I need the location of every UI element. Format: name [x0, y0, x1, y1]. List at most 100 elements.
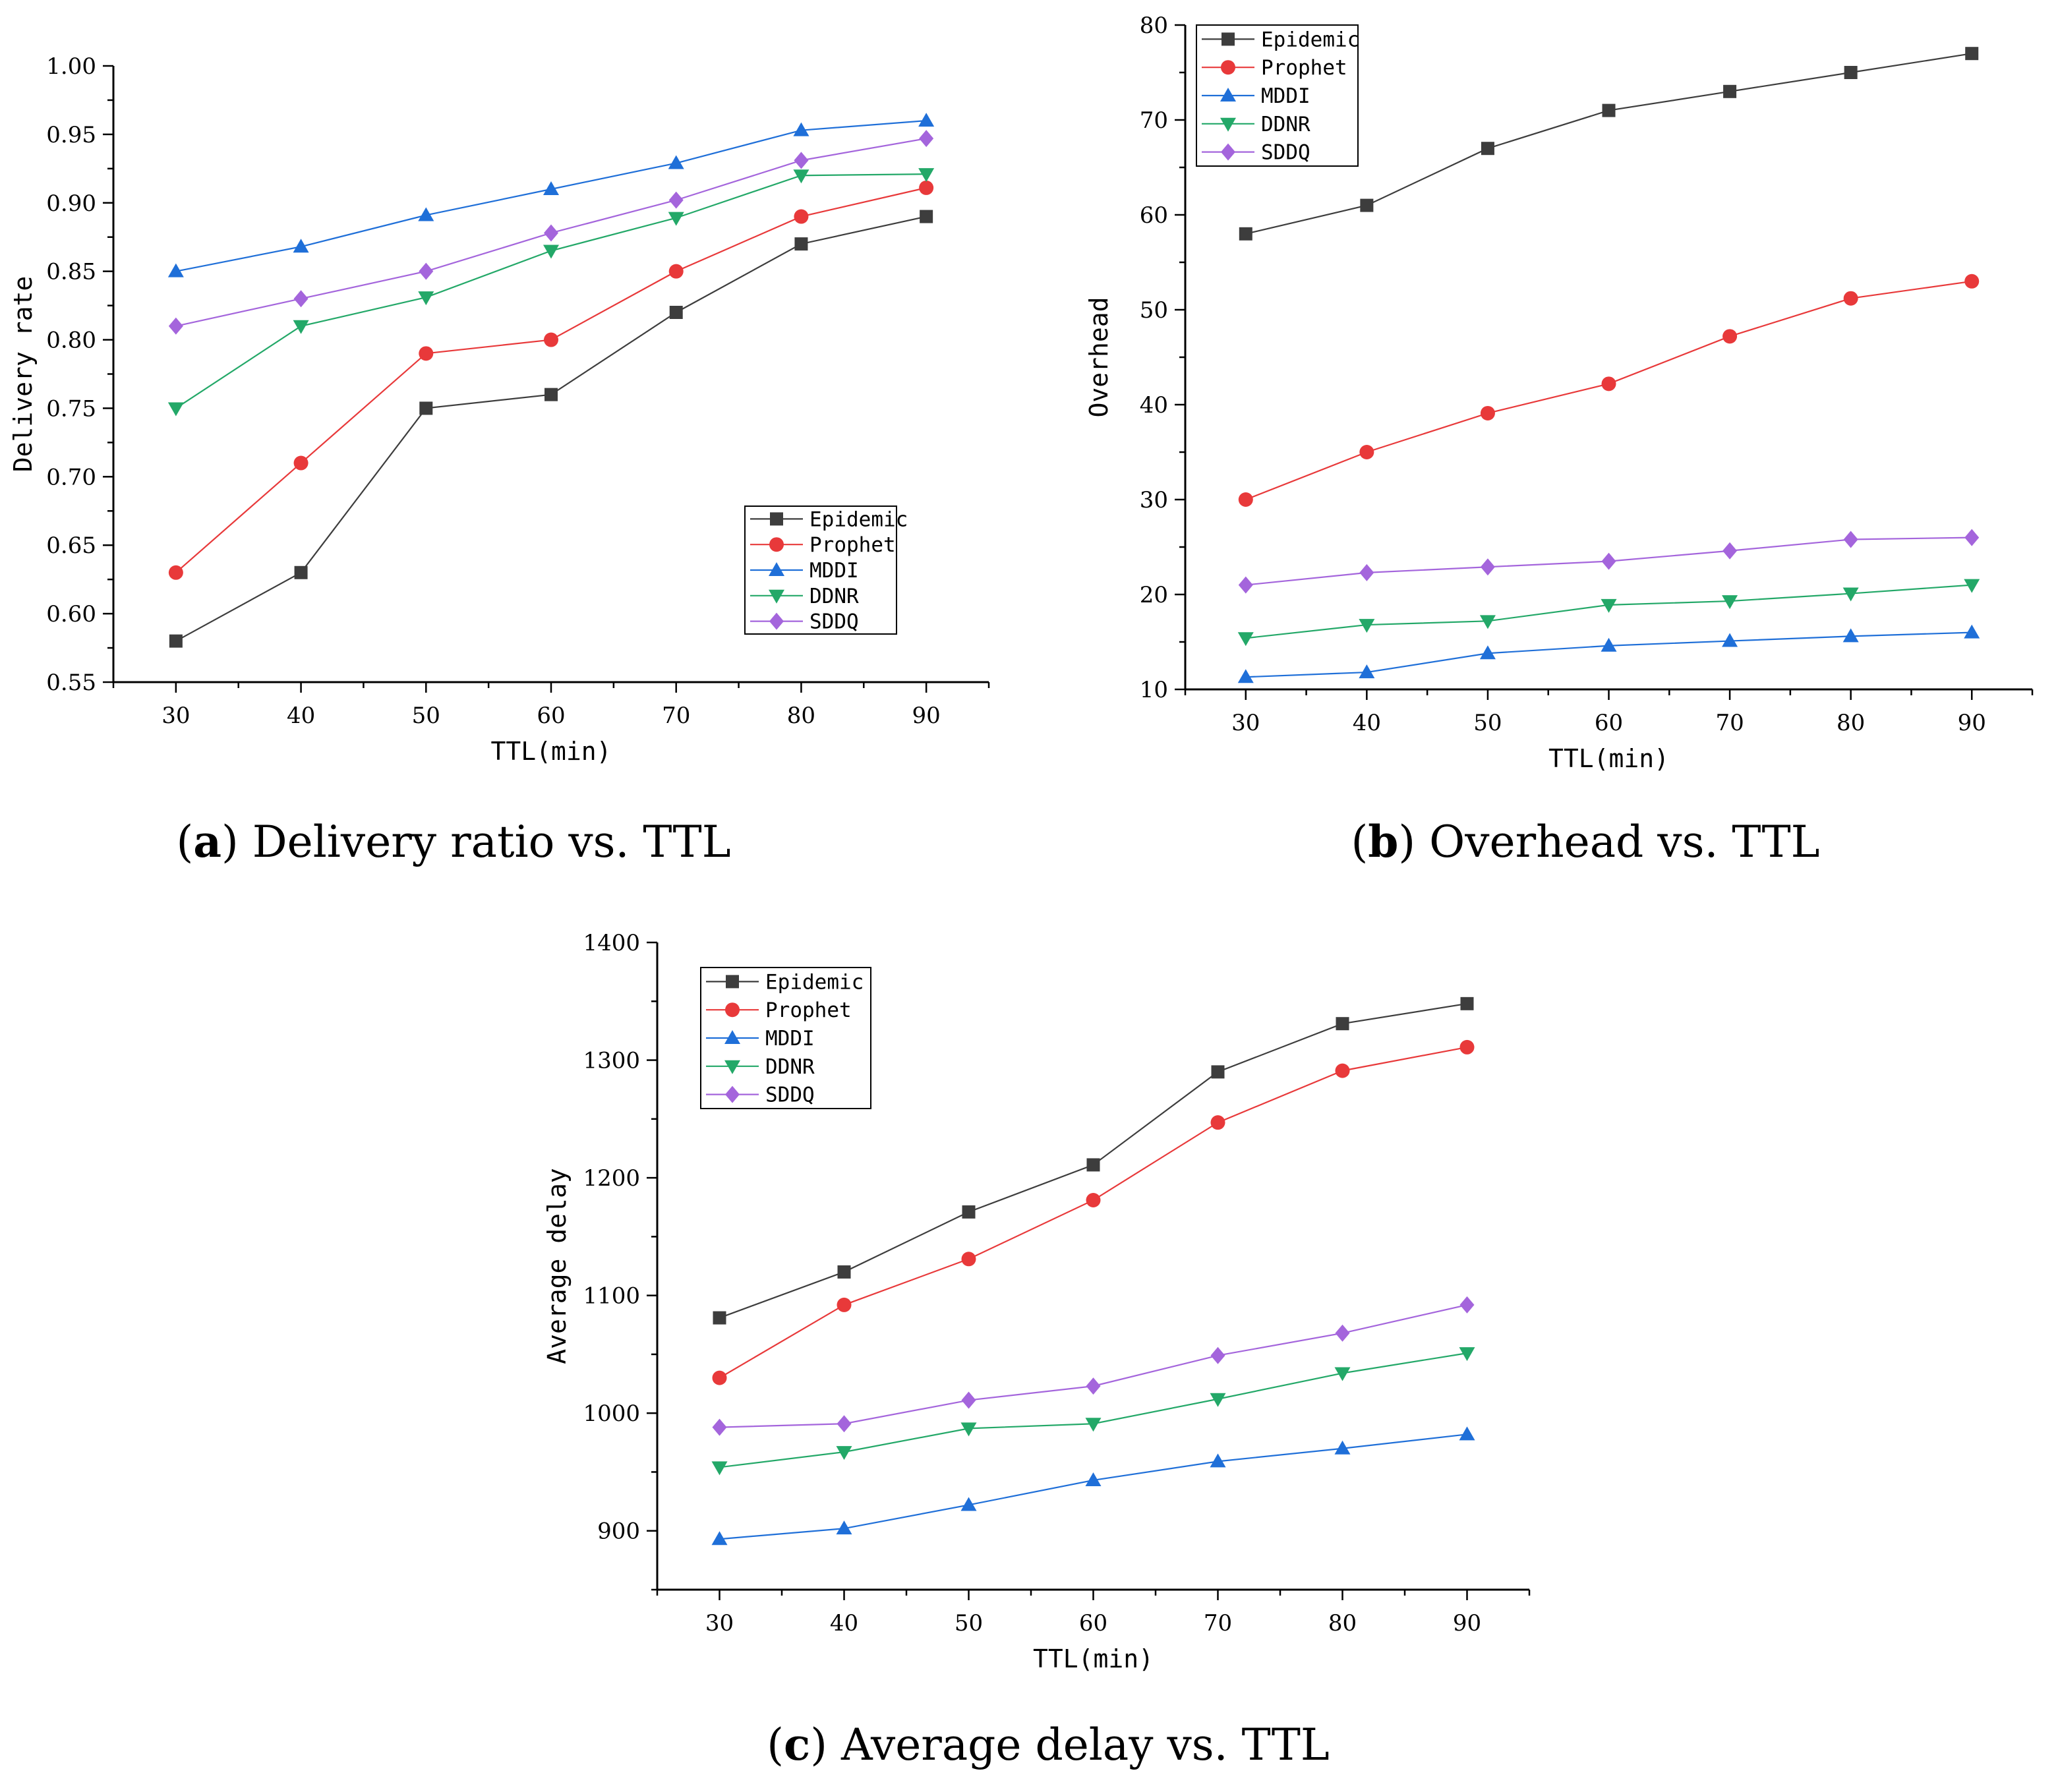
data-point-ddnr [1210, 1393, 1226, 1407]
y-tick-label: 0.95 [46, 122, 96, 148]
data-point-prophet [544, 332, 558, 347]
y-tick-label: 0.70 [46, 464, 96, 490]
data-point-epidemic [419, 401, 433, 415]
x-tick-label: 50 [955, 1610, 983, 1636]
y-tick-label: 0.75 [46, 395, 96, 422]
legend-label-sddq: SDDQ [809, 610, 859, 634]
data-point-sddq [1601, 552, 1616, 570]
legend-marker-sddq [725, 1085, 740, 1103]
data-point-ddnr [836, 1446, 852, 1460]
y-tick-label: 900 [597, 1518, 640, 1545]
data-point-mddi [1842, 628, 1859, 643]
x-axis-label: TTL(min) [1033, 1644, 1154, 1673]
data-point-epidemic [794, 237, 808, 251]
data-point-mddi [1085, 1472, 1102, 1486]
y-tick-label: 30 [1140, 487, 1168, 513]
data-point-epidemic [1360, 198, 1374, 212]
y-tick-label: 0.80 [46, 328, 96, 354]
x-tick-label: 80 [1328, 1610, 1357, 1636]
data-point-ddnr [1842, 587, 1859, 602]
data-point-ddnr [293, 320, 309, 334]
data-point-ddnr [1085, 1418, 1102, 1432]
data-point-mddi [1722, 633, 1738, 647]
data-point-mddi [1334, 1440, 1351, 1455]
data-point-ddnr [418, 291, 434, 306]
data-point-prophet [919, 180, 934, 195]
data-point-epidemic [294, 565, 308, 579]
series-line-sddq [719, 1304, 1467, 1428]
legend-marker-prophet [769, 537, 784, 552]
data-point-sddq [1210, 1346, 1225, 1364]
y-tick-label: 80 [1140, 13, 1168, 39]
data-point-ddnr [167, 402, 184, 417]
series-line-ddnr [175, 173, 927, 409]
data-point-sddq [1964, 529, 1980, 546]
data-point-ddnr [1479, 615, 1496, 629]
y-tick-label: 1000 [583, 1401, 640, 1427]
data-point-prophet [1335, 1063, 1350, 1078]
y-axis-label: Overhead [1084, 297, 1113, 417]
data-point-ddnr [1601, 598, 1617, 613]
y-tick-label: 60 [1140, 202, 1168, 229]
x-tick-label: 70 [662, 703, 690, 729]
x-tick-label: 40 [830, 1610, 858, 1636]
y-axis-label: Average delay [543, 1168, 572, 1364]
legend-marker-ddnr [724, 1060, 740, 1074]
data-point-ddnr [1237, 632, 1254, 647]
data-point-ddnr [960, 1422, 977, 1437]
data-point-ddnr [543, 245, 559, 259]
legend-label-mddi: MDDI [765, 1027, 815, 1051]
x-tick-label: 50 [1473, 710, 1502, 736]
legend-marker-epidemic [726, 975, 739, 989]
legend-label-epidemic: Epidemic [1261, 28, 1359, 51]
y-tick-label: 40 [1140, 392, 1168, 419]
data-point-ddnr [711, 1461, 728, 1476]
data-point-epidemic [837, 1265, 851, 1279]
x-tick-label: 50 [412, 703, 440, 729]
data-point-sddq [419, 262, 434, 280]
y-tick-label: 1100 [583, 1283, 640, 1310]
data-point-ddnr [1722, 595, 1738, 610]
x-tick-label: 90 [1453, 1610, 1481, 1636]
legend-label-prophet: Prophet [765, 998, 852, 1022]
y-tick-label: 0.90 [46, 190, 96, 217]
legend-marker-sddq [1221, 143, 1235, 161]
legend-label-prophet: Prophet [809, 533, 896, 557]
caption-a: (a) Delivery ratio vs. TTL [176, 816, 730, 867]
legend-label-ddnr: DDNR [1261, 113, 1310, 136]
x-tick-label: 60 [1595, 710, 1623, 736]
x-tick-label: 30 [705, 1610, 734, 1636]
data-point-sddq [1086, 1377, 1101, 1395]
data-point-mddi [1237, 669, 1254, 683]
legend-marker-epidemic [1221, 32, 1235, 46]
legend-label-mddi: MDDI [1261, 84, 1310, 108]
data-point-sddq [1335, 1324, 1350, 1342]
data-point-prophet [1210, 1115, 1225, 1130]
data-point-sddq [544, 224, 558, 242]
x-tick-label: 70 [1715, 710, 1744, 736]
y-tick-label: 0.65 [46, 533, 96, 559]
data-point-prophet [168, 565, 183, 580]
legend-label-ddnr: DDNR [765, 1055, 815, 1079]
y-tick-label: 20 [1140, 582, 1168, 608]
data-point-ddnr [1334, 1367, 1351, 1381]
y-tick-label: 0.85 [46, 259, 96, 285]
legend-marker-prophet [1221, 60, 1235, 75]
data-point-prophet [712, 1370, 727, 1385]
data-point-epidemic [1481, 142, 1494, 156]
data-point-mddi [960, 1497, 977, 1511]
data-point-sddq [1480, 558, 1495, 576]
data-point-mddi [167, 263, 184, 277]
y-tick-label: 0.55 [46, 670, 96, 696]
data-point-epidemic [713, 1311, 726, 1325]
legend-marker-mddi [724, 1030, 740, 1044]
x-tick-label: 90 [1958, 710, 1986, 736]
data-point-ddnr [918, 168, 935, 183]
data-point-mddi [1479, 645, 1496, 660]
data-point-prophet [1480, 405, 1495, 420]
data-point-prophet [1964, 274, 1980, 289]
data-point-prophet [1086, 1193, 1101, 1208]
data-point-sddq [668, 191, 684, 209]
legend-label-sddq: SDDQ [1261, 141, 1310, 165]
